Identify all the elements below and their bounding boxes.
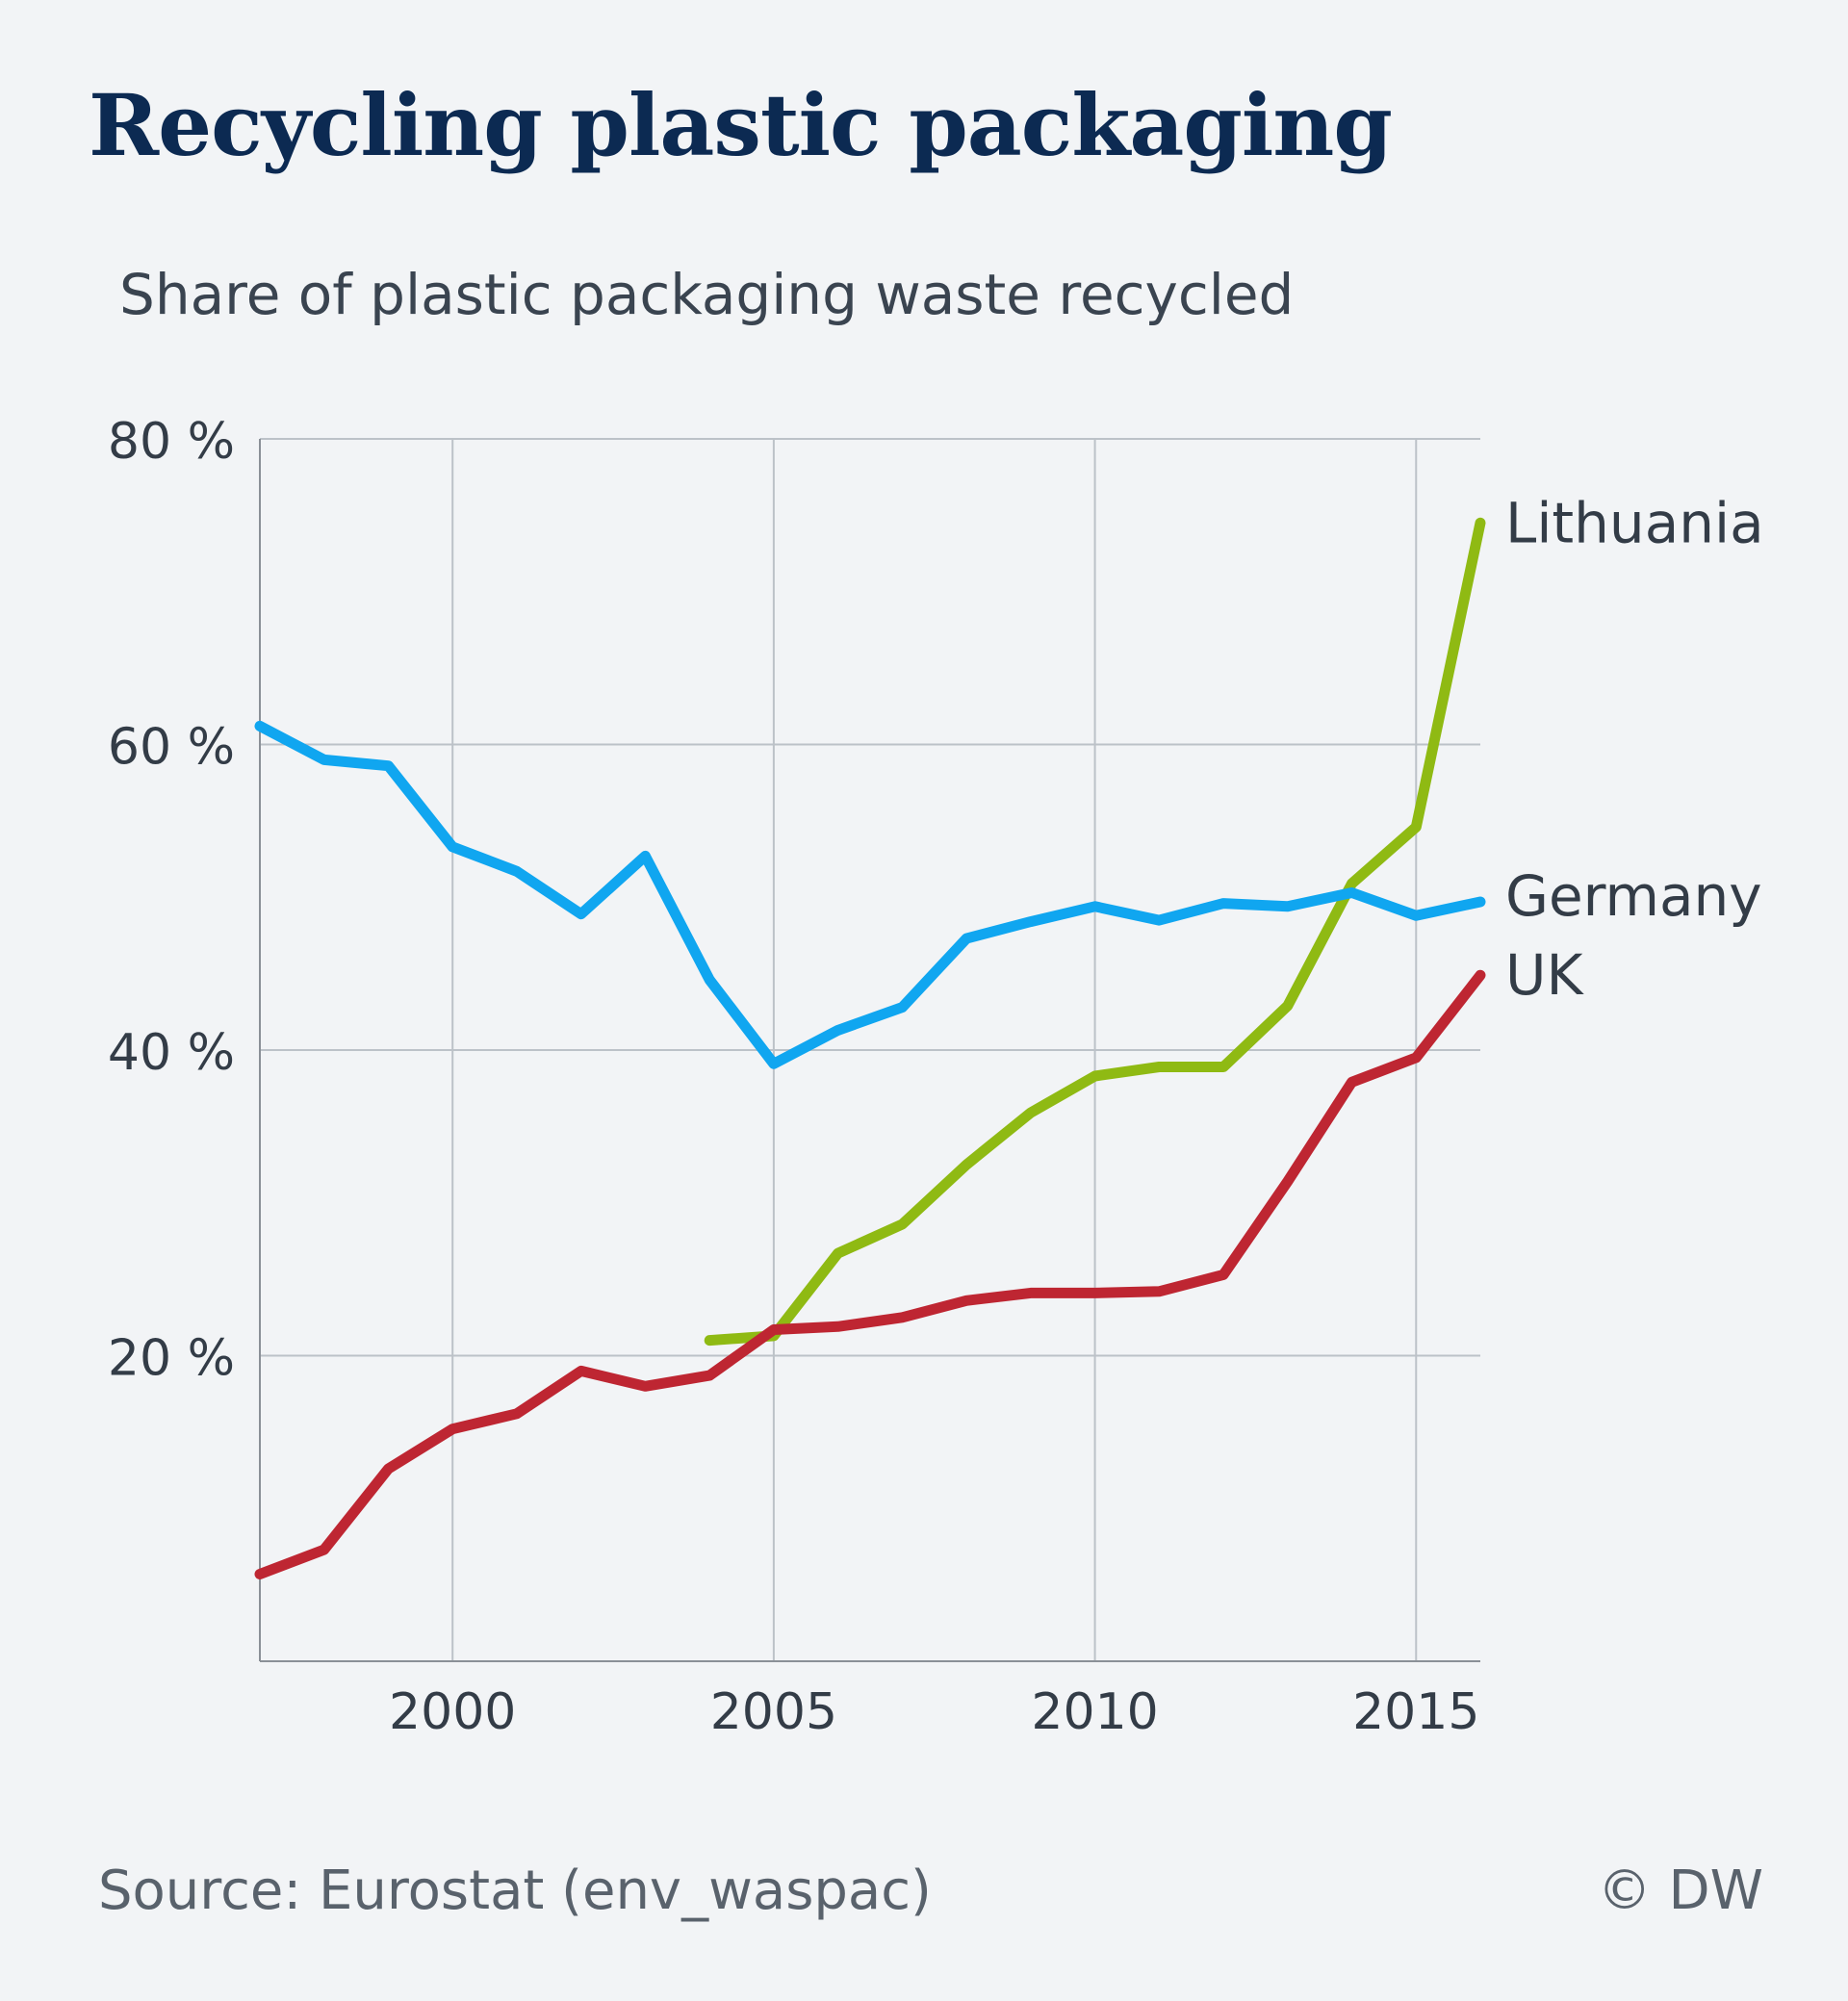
y-tick-label: 80 % [108,413,235,471]
source-note: Source: Eurostat (env_waspac) [98,1860,932,1922]
series-line-lithuania [704,517,1486,1347]
copyright-credit: © DW [1597,1860,1763,1922]
series-label-uk: UK [1505,942,1584,1008]
y-tick-label: 20 % [108,1330,235,1388]
series-line-germany [254,720,1486,1069]
x-tick-label: 2000 [389,1683,516,1741]
series-line-uk [254,969,1486,1579]
y-tick-label: 60 % [108,719,235,777]
y-tick-label: 40 % [108,1024,235,1082]
x-tick-label: 2005 [710,1683,837,1741]
x-tick-label: 2010 [1031,1683,1158,1741]
chart-subtitle: Share of plastic packaging waste recycle… [119,262,1295,327]
line-chart: 20 % 40 % 60 % 80 % 2000 2005 2010 2015 Lithuani… [108,413,1764,1741]
x-tick-label: 2015 [1352,1683,1479,1741]
series-label-lithuania: Lithuania [1505,490,1764,555]
chart-title: Recycling plastic packaging [89,75,1393,175]
series-label-germany: Germany [1505,863,1762,929]
